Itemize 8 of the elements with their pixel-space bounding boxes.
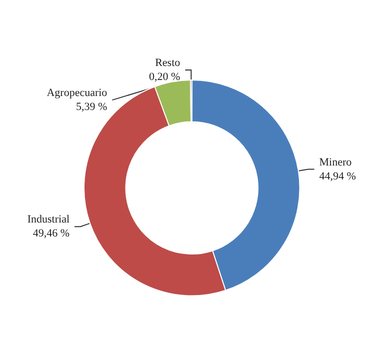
data-label: 49,46 % — [32, 228, 70, 240]
data-label: 44,94 % — [319, 170, 356, 182]
slice-label: Resto — [155, 57, 181, 70]
data-label: 0,20 % — [148, 71, 180, 84]
data-label: 5,39 % — [76, 101, 108, 114]
slice-label: Minero — [319, 156, 352, 168]
slice-label: Agropecuario — [46, 87, 108, 100]
slice-label: Industrial — [27, 214, 70, 226]
